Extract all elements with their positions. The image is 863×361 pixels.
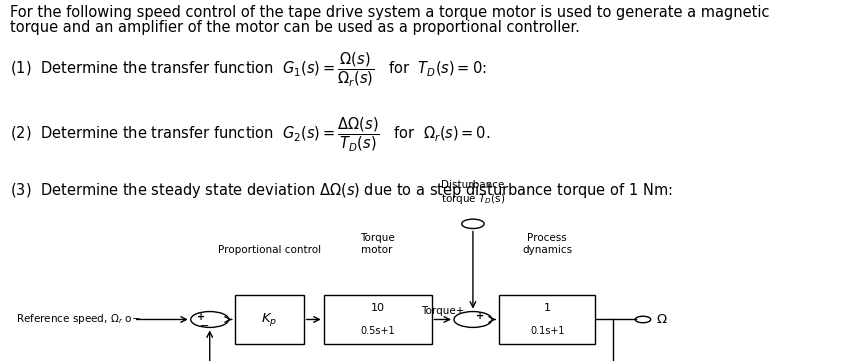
Text: (1)  Determine the transfer function  $G_1(s) = \dfrac{\Omega(s)}{\Omega_r(s)}$ : (1) Determine the transfer function $G_1… [10, 51, 487, 88]
Text: For the following speed control of the tape drive system a torque motor is used : For the following speed control of the t… [10, 5, 770, 21]
Text: $-$: $-$ [199, 319, 209, 329]
Text: +: + [476, 312, 484, 321]
Text: Process
dynamics: Process dynamics [522, 233, 572, 255]
Text: torque and an amplifier of the motor can be used as a proportional controller.: torque and an amplifier of the motor can… [10, 20, 580, 35]
Text: 0.1s+1: 0.1s+1 [530, 326, 564, 335]
Text: Torque+: Torque+ [421, 306, 464, 316]
Text: Reference speed, $\Omega_r$ o$\!-$: Reference speed, $\Omega_r$ o$\!-$ [16, 313, 141, 326]
Text: Torque
motor: Torque motor [360, 233, 394, 255]
Text: 10: 10 [370, 304, 385, 313]
Text: 1: 1 [544, 304, 551, 313]
Text: Disturbance
torque $T_D$(s): Disturbance torque $T_D$(s) [441, 180, 505, 206]
FancyBboxPatch shape [235, 295, 304, 344]
Text: (3)  Determine the steady state deviation $\Delta\Omega(s)$ due to a step distur: (3) Determine the steady state deviation… [10, 180, 673, 200]
Text: Proportional control: Proportional control [217, 244, 321, 255]
Text: $\Omega$: $\Omega$ [656, 313, 667, 326]
FancyBboxPatch shape [324, 295, 432, 344]
Text: 0.5s+1: 0.5s+1 [360, 326, 395, 335]
Text: +: + [197, 312, 205, 322]
Text: $K_p$: $K_p$ [261, 311, 277, 328]
FancyBboxPatch shape [499, 295, 595, 344]
Text: (2)  Determine the transfer function  $G_2(s) = \dfrac{\Delta\Omega(s)}{T_D(s)}$: (2) Determine the transfer function $G_2… [10, 116, 491, 153]
